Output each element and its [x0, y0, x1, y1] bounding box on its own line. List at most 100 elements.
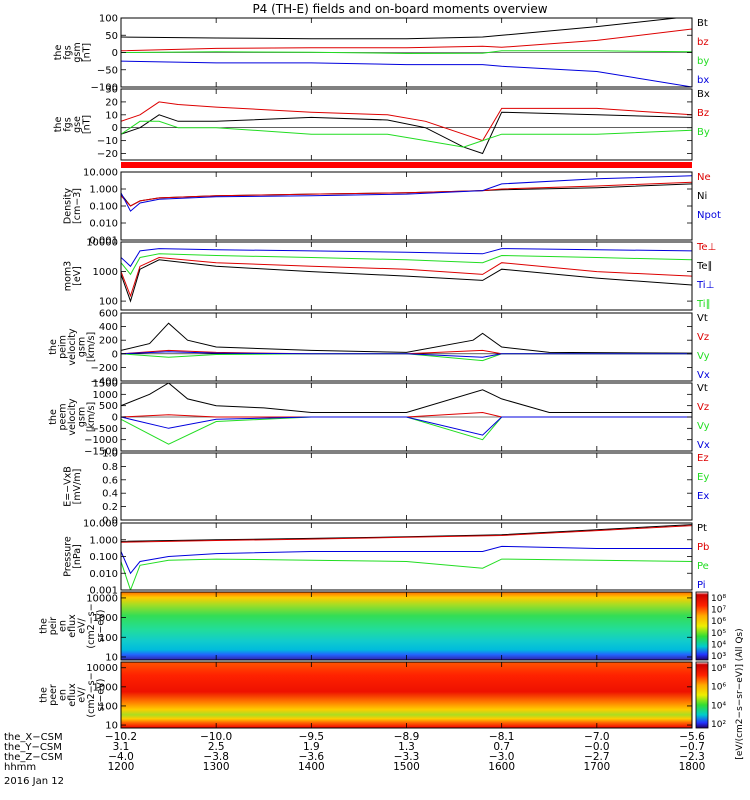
colorbar-tick-label: 10⁵ [711, 629, 726, 639]
series-group-peem-velocity [121, 383, 692, 445]
y-tick-label: 100 [99, 297, 118, 308]
y-tick-label: 0.010 [89, 219, 118, 230]
y-tick-label: 0.4 [102, 489, 118, 500]
legend-entry: Npot [697, 210, 721, 221]
legend-entry: Ez [697, 453, 709, 464]
series-line-black [121, 259, 692, 303]
y-axis-label: [mV/m] [72, 469, 83, 505]
colorbar-tick-label: 10⁶ [711, 683, 726, 693]
y-tick-label: 1000 [93, 390, 118, 401]
legend-entry: Vy [697, 421, 710, 432]
spectrogram-peir-eflux [121, 592, 692, 660]
colorbar-tick-label: 10⁴ [711, 701, 726, 711]
colorbar-tick-label: 10² [711, 720, 726, 730]
y-axis-label: sr−eV) [96, 610, 107, 643]
legend-entry: By [697, 127, 710, 138]
series-line-blue [121, 545, 692, 575]
y-tick-label: 0.6 [102, 475, 118, 486]
series-line-blue [121, 175, 692, 212]
x-tick-label-hhmm: 1200 [108, 761, 135, 773]
y-tick-label: 1.0 [102, 449, 118, 460]
y-axis-label: the [53, 45, 64, 61]
y-tick-label: 1.000 [89, 535, 118, 546]
y-axis-label: E=−VxB [62, 466, 73, 507]
colorbar-tick-label: 10⁸ [711, 664, 726, 674]
spectrogram-peer-eflux [121, 662, 692, 728]
panel-frame [120, 452, 693, 521]
x-tick-label-xcsm: −7.0 [584, 731, 610, 743]
series-line-black [121, 183, 692, 207]
series-line-black [121, 18, 681, 40]
row-label-hhmm: hhmm [4, 762, 36, 773]
colorbar-peer-eflux [695, 661, 709, 729]
y-axis-label: eV/ [77, 686, 88, 702]
y-tick-label: −1000 [84, 435, 118, 446]
x-tick-label-zcsm: −2.7 [584, 751, 610, 763]
y-axis-label: the [53, 117, 64, 133]
x-tick-label-xcsm: −8.9 [394, 731, 420, 743]
x-tick-label-xcsm: −9.5 [299, 731, 325, 743]
series-line-blue [121, 351, 692, 358]
y-axis-label: velocity [67, 328, 78, 366]
y-axis-label: sr−eV) [96, 679, 107, 712]
series-line-red [121, 181, 692, 207]
y-tick-label: 600 [99, 309, 118, 320]
legend-entry: Ne [697, 172, 711, 183]
legend-entry: Pi [697, 580, 706, 591]
y-axis-label: eflux [67, 683, 78, 707]
y-tick-label: 0.010 [89, 569, 118, 580]
y-tick-label: 10 [105, 652, 118, 663]
y-axis-label: [nPa] [72, 544, 83, 569]
y-tick-label: 10 [105, 110, 118, 121]
y-tick-label: −100 [91, 83, 118, 94]
x-tick-label-xcsm: −10.2 [105, 731, 137, 743]
y-tick-label: 0 [112, 413, 118, 424]
y-axis-label: (cm2−s− [86, 672, 97, 717]
y-tick-label: 500 [99, 401, 118, 412]
panel-frame [120, 171, 693, 241]
y-axis-label: [km/s] [86, 332, 97, 362]
panel-frame [120, 522, 693, 591]
colorbar-axis-label: [eV/(cm2−s−sr−eV)] (All Qs) [735, 628, 745, 759]
legend-entry: Bx [697, 89, 710, 100]
x-tick-label-xcsm: −10.0 [200, 731, 232, 743]
y-axis-label: the [39, 618, 50, 634]
x-tick-label-ycsm: −0.0 [584, 741, 610, 753]
y-tick-label: −400 [91, 377, 118, 388]
y-axis-label: [eV] [72, 266, 83, 286]
y-tick-label: 1000 [93, 613, 118, 624]
y-axis-label: the [48, 409, 59, 425]
colorbar-tick-label: 10⁸ [711, 594, 726, 604]
y-axis-label: peem [58, 404, 69, 431]
legend-entry: Vz [697, 332, 709, 343]
legend-entry: Te⊥ [696, 242, 716, 253]
y-tick-label: 0 [112, 349, 118, 360]
x-tick-label-xcsm: −5.6 [679, 731, 705, 743]
series-group-density [121, 175, 692, 212]
y-axis-label: fgs [62, 45, 73, 59]
y-axis-label: [km/s] [86, 402, 97, 432]
y-axis-label: (cm2−s− [86, 603, 97, 648]
colorbar-peir-eflux [695, 591, 709, 661]
series-line-green [121, 253, 692, 276]
x-tick-label-xcsm: −8.1 [489, 731, 515, 743]
chart-title: P4 (TH-E) fields and on-board moments ov… [252, 2, 547, 16]
y-axis-label: the [39, 687, 50, 703]
series-line-blue [121, 248, 692, 268]
legend-entry: Bt [697, 18, 708, 29]
colorbar-tick-label: 10⁴ [711, 640, 726, 650]
x-tick-label-zcsm: −3.8 [203, 751, 229, 763]
y-tick-label: 30 [105, 85, 118, 96]
separator-bar [121, 162, 692, 168]
x-tick-label-ycsm: 1.9 [303, 741, 320, 753]
y-tick-label: 10000 [86, 663, 118, 674]
legend-entry: Vz [697, 402, 709, 413]
y-axis-label: eflux [67, 614, 78, 638]
y-tick-label: 10000 [86, 593, 118, 604]
y-tick-label: 10 [105, 721, 118, 732]
legend-entry: Ti∥ [696, 299, 711, 310]
y-axis-label: velocity [67, 398, 78, 436]
series-line-blue [121, 60, 692, 87]
y-tick-label: 10.000 [83, 519, 118, 530]
